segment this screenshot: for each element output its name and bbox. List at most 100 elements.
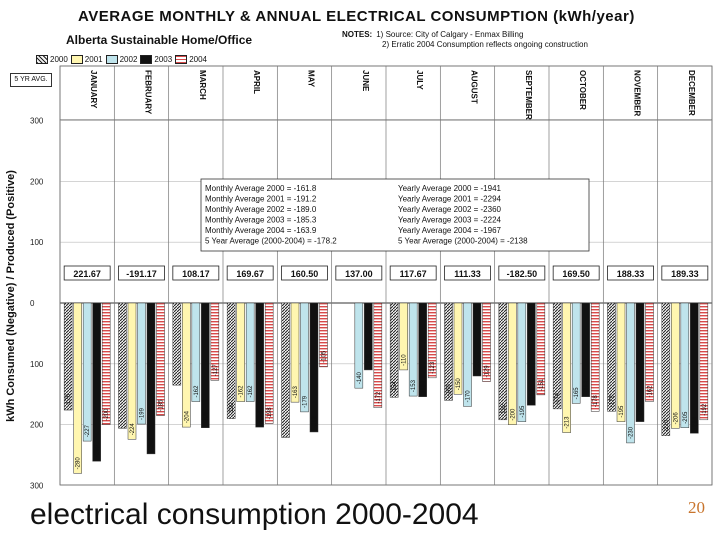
legend-swatch xyxy=(140,54,153,64)
avg-value: 160.50 xyxy=(291,269,319,279)
bar-2000 xyxy=(389,302,399,398)
monthly-average-line: Monthly Average 2003 = -185.3 xyxy=(205,216,317,225)
bar-2004 xyxy=(427,302,437,379)
chart-notes: NOTES: 1) Source: City of Calgary - Enmax… xyxy=(342,30,588,50)
bar-2001 xyxy=(399,302,408,371)
bar-value-label: -212 xyxy=(312,415,318,428)
bar-value-label: -162 xyxy=(239,385,245,398)
bar-value-label: -200 xyxy=(510,408,516,421)
bar-2001 xyxy=(508,302,517,425)
note-2: 2) Erratic 2004 Consumption reflects ong… xyxy=(382,40,588,49)
legend-swatch xyxy=(175,54,188,64)
legend-label: 2003 xyxy=(154,54,173,64)
legend-item-2004: 2004 xyxy=(175,54,207,64)
yearly-average-line: Yearly Average 2002 = -2360 xyxy=(398,205,502,214)
bar-2003 xyxy=(364,302,373,371)
legend-item-2002: 2002 xyxy=(105,54,138,64)
bar-value-label: -192 xyxy=(702,403,708,416)
legend-swatch xyxy=(70,54,83,64)
bar-2001 xyxy=(290,302,300,403)
month-label: JULY xyxy=(415,70,424,90)
bar-value-label: -162 xyxy=(648,385,654,398)
month-label: DECEMBER xyxy=(687,70,696,116)
bar-value-label: -174 xyxy=(555,392,561,405)
legend-label: 2004 xyxy=(189,54,207,64)
month-label: AUGUST xyxy=(470,70,479,104)
bar-value-label: -127 xyxy=(213,364,219,377)
yearly-average-line: 5 Year Average (2000-2004) = -2138 xyxy=(398,237,528,246)
chart-title: AVERAGE MONTHLY & ANNUAL ELECTRICAL CONS… xyxy=(78,8,635,25)
bar-value-label: -178 xyxy=(610,395,616,408)
bar-2004 xyxy=(319,302,328,368)
bar-value-label: -178 xyxy=(593,395,599,408)
monthly-average-line: Monthly Average 2000 = -161.8 xyxy=(205,184,317,193)
avg-box xyxy=(335,265,383,281)
bar-value-label: -120 xyxy=(475,359,481,372)
bar-2003 xyxy=(635,302,645,422)
bar-value-label: -110 xyxy=(402,354,408,366)
bar-value-label: -205 xyxy=(683,411,689,424)
month-label: FEBRUARY xyxy=(144,70,153,115)
bar-value-label: -200 xyxy=(104,408,110,421)
bar-value-label: -179 xyxy=(303,395,309,408)
chart-subtitle: Alberta Sustainable Home/Office xyxy=(66,33,253,47)
legend-item-2003: 2003 xyxy=(140,54,173,64)
legend-label: 2002 xyxy=(119,54,138,64)
bar-value-label: -154 xyxy=(421,380,427,393)
bar-value-label: -213 xyxy=(565,416,571,429)
bar-value-label: -185 xyxy=(159,399,165,412)
bar-value-label: -206 xyxy=(673,412,679,425)
y-tick-label: 100 xyxy=(30,238,44,247)
month-label: JUNE xyxy=(361,70,370,92)
bar-value-label: -204 xyxy=(258,410,264,423)
bar-2002 xyxy=(463,302,472,407)
bar-value-label: -198 xyxy=(267,407,273,420)
bar-2002 xyxy=(82,302,92,442)
bar-2004 xyxy=(264,302,274,424)
bar-value-label: -105 xyxy=(322,350,328,363)
avg-value: 188.33 xyxy=(617,269,645,279)
bar-2001 xyxy=(73,302,82,474)
yearly-average-line: Yearly Average 2001 = -2294 xyxy=(398,195,502,204)
bar-2002 xyxy=(137,302,146,425)
avg-box xyxy=(281,265,328,281)
bar-value-label: -123 xyxy=(430,361,436,374)
bar-value-label: -154 xyxy=(392,381,398,394)
y-tick-label: 300 xyxy=(30,482,44,491)
bar-value-label: -199 xyxy=(140,407,146,420)
bar-2002 xyxy=(245,302,255,402)
y-tick-label: 100 xyxy=(30,360,44,369)
bar-2000 xyxy=(281,302,290,438)
bar-2001 xyxy=(671,302,680,429)
bar-2004 xyxy=(699,302,709,421)
bar-value-label: -195 xyxy=(638,405,644,418)
bar-value-label: -150 xyxy=(456,378,462,391)
monthly-average-line: Monthly Average 2002 = -189.0 xyxy=(205,205,317,214)
bar-2003 xyxy=(690,302,699,434)
bar-2000 xyxy=(661,302,671,436)
avg-box xyxy=(63,265,111,281)
avg-value: 169.67 xyxy=(236,269,264,279)
month-label: NOVEMBER xyxy=(633,70,642,116)
bar-2002 xyxy=(626,302,635,444)
bar-2001 xyxy=(616,302,626,422)
bar-2003 xyxy=(418,302,427,397)
avg-value: 189.33 xyxy=(671,269,699,279)
month-label: MAY xyxy=(307,70,316,88)
bar-2003 xyxy=(472,302,482,377)
bar-2004 xyxy=(156,302,165,416)
bar-2002 xyxy=(191,302,201,402)
bar-2003 xyxy=(309,302,319,433)
avg-box xyxy=(552,265,600,281)
bar-value-label: -195 xyxy=(520,405,526,418)
bar-value-label: -192 xyxy=(501,403,507,416)
avg-value: 108.17 xyxy=(182,269,210,279)
bar-2003 xyxy=(201,302,210,428)
bar-2003 xyxy=(255,302,264,428)
yearly-average-line: Yearly Average 2004 = -1967 xyxy=(398,226,502,235)
avg-box xyxy=(444,265,491,281)
avg-value: 221.67 xyxy=(73,269,101,279)
bar-value-label: -227 xyxy=(85,424,91,437)
bar-2003 xyxy=(92,302,101,462)
bar-value-label: -163 xyxy=(293,385,299,398)
